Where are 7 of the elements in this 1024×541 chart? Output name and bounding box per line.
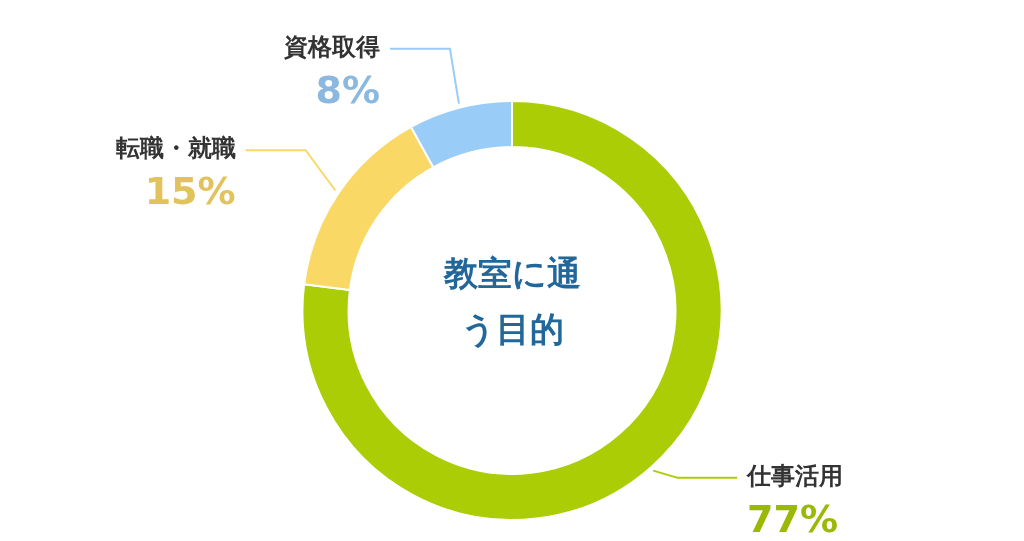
slice-label: 転職・就職 [115,134,236,163]
text: 教室に通う目的 [442,252,582,351]
data-label: 77% [747,496,838,541]
data-label: 15% [144,169,236,214]
slice-label: 資格取得 [282,33,380,62]
slice-label: 仕事活用 [746,461,843,490]
data-label: 8% [315,67,380,112]
